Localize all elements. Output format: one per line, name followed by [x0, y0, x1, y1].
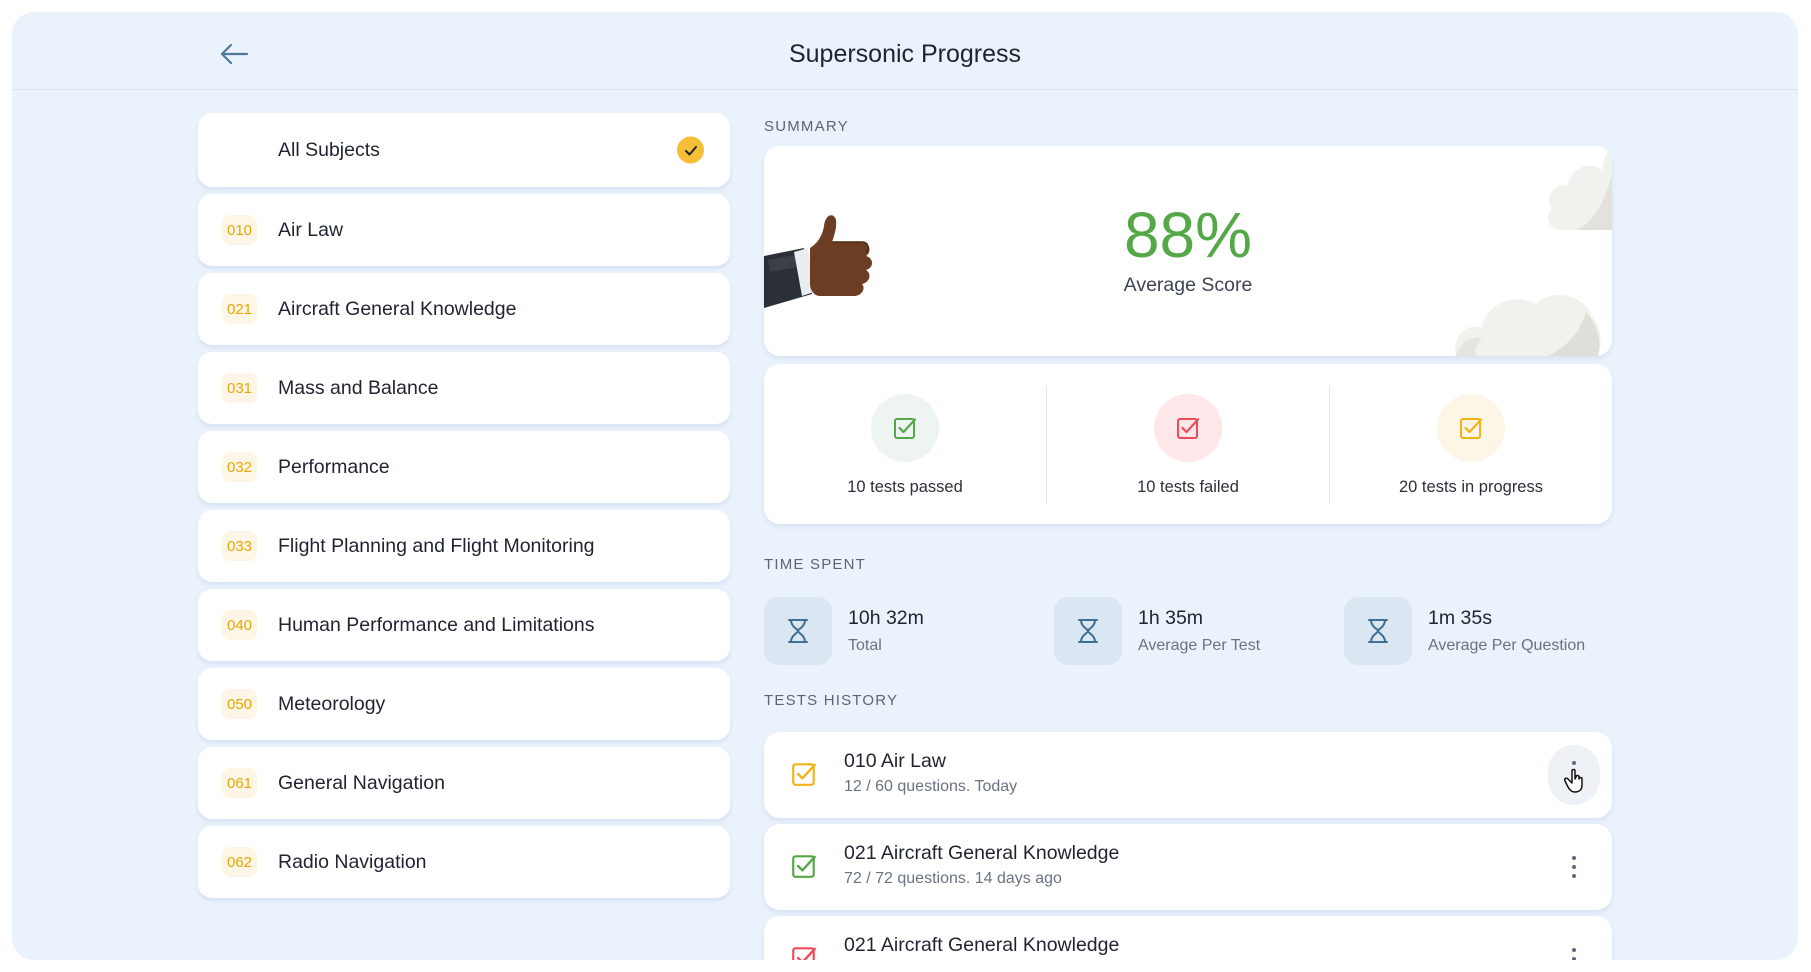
top-bar: Supersonic Progress	[12, 12, 1798, 90]
summary-card: 88% Average Score	[764, 146, 1612, 356]
subject-code-badge: 032	[222, 452, 257, 482]
hourglass-icon	[1344, 597, 1412, 665]
subject-code-badge: 031	[222, 373, 257, 403]
time-value: 1h 35m	[1138, 607, 1204, 629]
subject-item-air-law[interactable]: 010 Air Law	[198, 194, 730, 266]
average-score-value: 88%	[1123, 199, 1253, 271]
subject-label: Meteorology	[278, 692, 386, 715]
stat-tests-in-progress: 20 tests in progress	[1330, 364, 1612, 524]
hourglass-icon	[1054, 597, 1122, 665]
more-vertical-icon	[1564, 761, 1583, 793]
subject-item-mass-and-balance[interactable]: 031 Mass and Balance	[198, 352, 730, 424]
stat-label: 10 tests passed	[847, 478, 963, 496]
subject-item-meteorology[interactable]: 050 Meteorology	[198, 668, 730, 740]
passed-check-icon	[792, 855, 816, 878]
subject-label: General Navigation	[278, 771, 445, 794]
subject-code-badge: 010	[222, 215, 257, 245]
time-label: Average Per Question	[1428, 637, 1586, 654]
thumbs-up-illustration	[764, 215, 872, 308]
stat-tests-failed: 10 tests failed	[1047, 364, 1329, 524]
time-value: 10h 32m	[848, 607, 924, 629]
in-progress-check-icon	[1437, 394, 1505, 462]
divider	[1329, 386, 1330, 504]
cloud-illustration	[1455, 294, 1601, 356]
stat-label: 20 tests in progress	[1399, 478, 1543, 496]
stat-label: 10 tests failed	[1137, 478, 1239, 496]
subject-label: All Subjects	[278, 138, 380, 161]
more-vertical-icon	[1572, 948, 1576, 960]
failed-check-icon	[1154, 394, 1222, 462]
history-subtitle: 72 / 72 questions. 14 days ago	[844, 870, 1062, 887]
subject-item-general-navigation[interactable]: 061 General Navigation	[198, 747, 730, 819]
stat-tests-passed: 10 tests passed	[764, 364, 1046, 524]
test-stats-card: 10 tests passed 10 tests failed 20 tests…	[764, 364, 1612, 524]
history-item[interactable]: 021 Aircraft General Knowledge	[764, 916, 1612, 960]
tests-history-section-title: TESTS HISTORY	[764, 692, 899, 709]
page-title: Supersonic Progress	[788, 40, 1022, 68]
subject-item-performance[interactable]: 032 Performance	[198, 431, 730, 503]
arrow-left-icon	[220, 43, 249, 65]
time-total: 10h 32m Total	[764, 597, 1034, 665]
passed-check-icon	[871, 394, 939, 462]
history-item[interactable]: 021 Aircraft General Knowledge 72 / 72 q…	[764, 824, 1612, 910]
history-item[interactable]: 010 Air Law 12 / 60 questions. Today	[764, 732, 1612, 818]
subject-item-all-subjects[interactable]: All Subjects	[198, 113, 730, 187]
time-average-per-question: 1m 35s Average Per Question	[1344, 597, 1614, 665]
time-spent-section-title: TIME SPENT	[764, 556, 867, 573]
summary-section-title: SUMMARY	[764, 118, 849, 135]
history-title: 021 Aircraft General Knowledge	[844, 842, 1120, 864]
app-frame: Supersonic Progress All Subjects 010 Air…	[12, 12, 1798, 960]
subject-label: Radio Navigation	[278, 850, 427, 873]
time-average-per-test: 1h 35m Average Per Test	[1054, 597, 1324, 665]
back-button[interactable]	[212, 32, 256, 76]
divider	[1046, 386, 1047, 504]
subject-code-badge: 062	[222, 847, 257, 877]
subject-item-radio-navigation[interactable]: 062 Radio Navigation	[198, 826, 730, 898]
selected-check-icon	[677, 136, 704, 164]
subject-code-badge: 061	[222, 768, 257, 798]
history-title: 021 Aircraft General Knowledge	[844, 934, 1120, 956]
time-label: Total	[848, 637, 882, 654]
subject-code-badge: 033	[222, 531, 257, 561]
in-progress-check-icon	[792, 763, 816, 786]
more-vertical-icon	[1572, 856, 1576, 878]
time-label: Average Per Test	[1138, 637, 1261, 654]
subject-label: Human Performance and Limitations	[278, 613, 595, 636]
subject-label: Aircraft General Knowledge	[278, 297, 517, 320]
history-subtitle: 12 / 60 questions. Today	[844, 778, 1018, 795]
subject-label: Air Law	[278, 218, 344, 241]
hourglass-icon	[764, 597, 832, 665]
failed-check-icon	[792, 947, 816, 960]
more-options-button[interactable]	[1548, 745, 1600, 805]
more-options-button[interactable]	[1548, 837, 1600, 897]
average-score-label: Average Score	[1123, 274, 1253, 296]
subject-item-aircraft-general-knowledge[interactable]: 021 Aircraft General Knowledge	[198, 273, 730, 345]
time-value: 1m 35s	[1428, 607, 1492, 629]
subject-label: Flight Planning and Flight Monitoring	[278, 534, 595, 557]
subject-item-human-performance[interactable]: 040 Human Performance and Limitations	[198, 589, 730, 661]
subject-label: Performance	[278, 455, 390, 478]
subject-code-badge: 050	[222, 689, 257, 719]
subject-list: All Subjects 010 Air Law 021 Aircraft Ge…	[198, 113, 730, 905]
subject-label: Mass and Balance	[278, 376, 439, 399]
subject-code-badge: 021	[222, 294, 257, 324]
subject-code-badge: 040	[222, 610, 257, 640]
subject-item-flight-planning[interactable]: 033 Flight Planning and Flight Monitorin…	[198, 510, 730, 582]
cloud-illustration	[1547, 146, 1612, 230]
more-options-button[interactable]	[1548, 929, 1600, 960]
history-title: 010 Air Law	[844, 750, 946, 772]
